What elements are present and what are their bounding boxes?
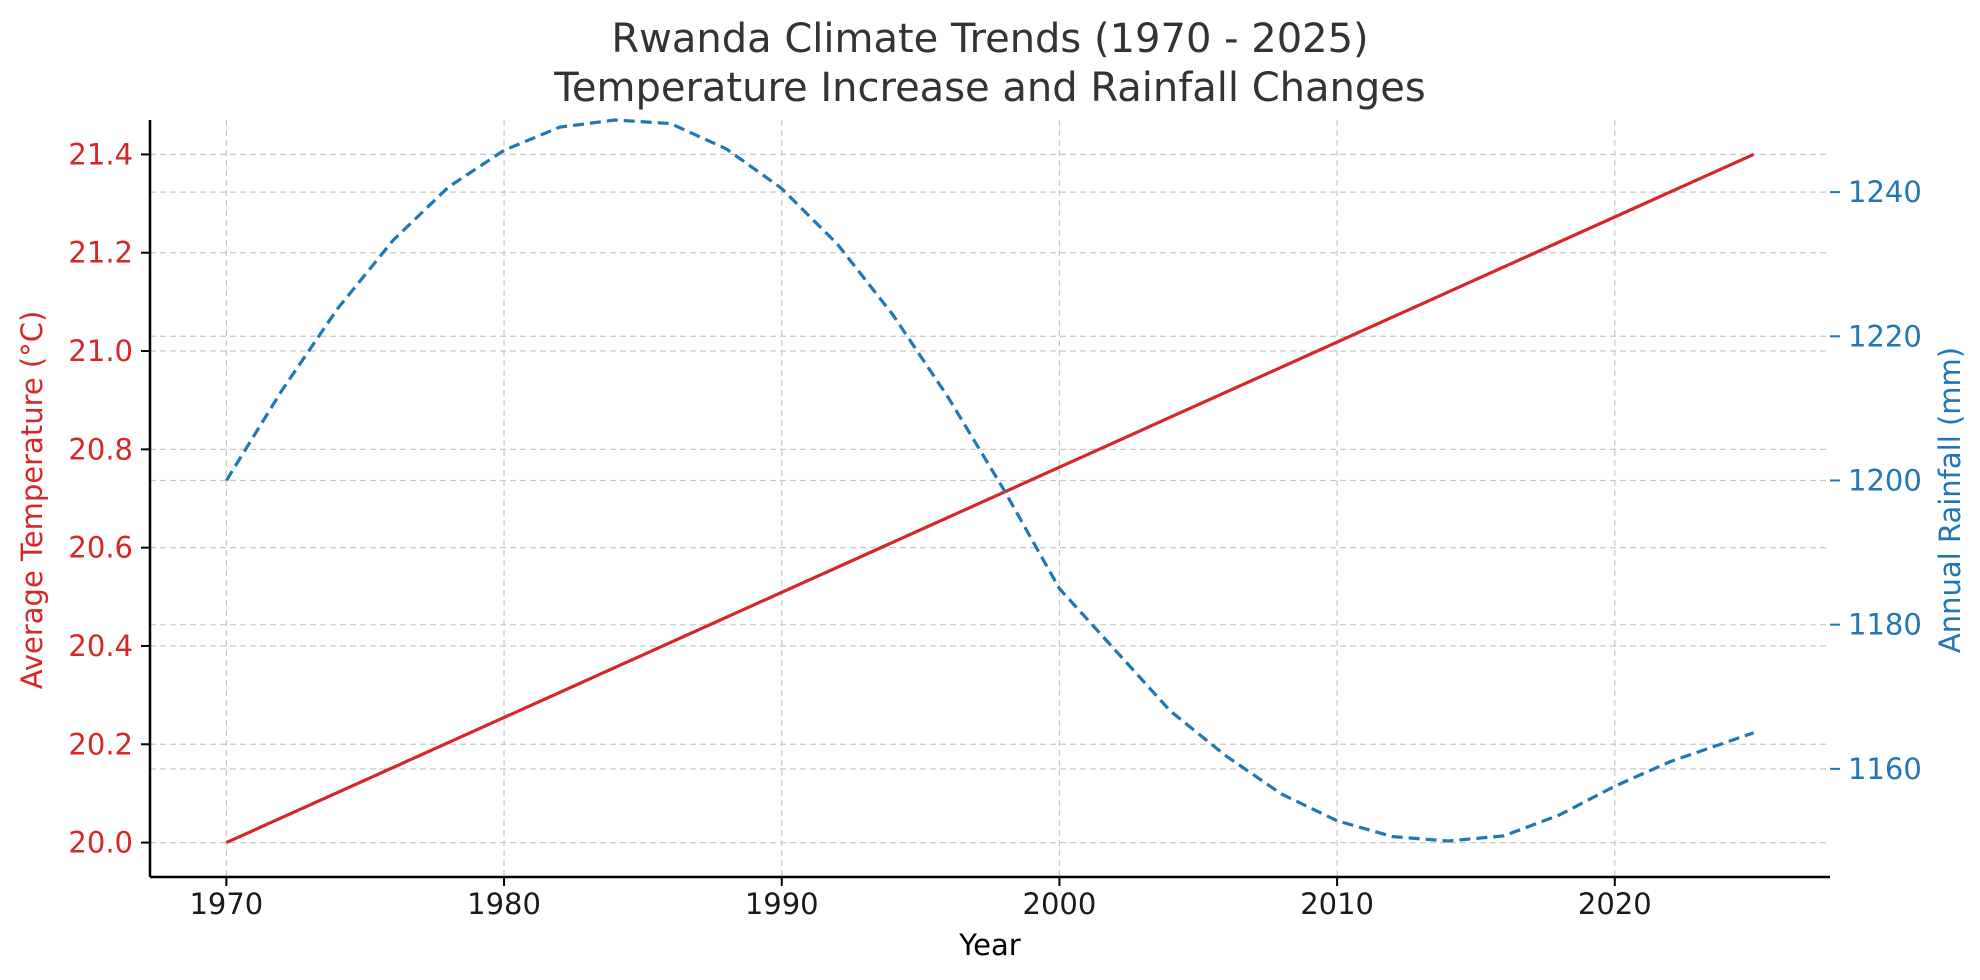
left-tick-label: 20.0 <box>68 826 133 860</box>
left-tick-label: 20.6 <box>68 531 133 565</box>
chart-subtitle: Temperature Increase and Rainfall Change… <box>553 65 1425 111</box>
right-tick-label: 1240 <box>1848 175 1922 209</box>
left-tick-label: 21.4 <box>68 137 133 171</box>
left-axis-label: Average Temperature (°C) <box>15 311 49 690</box>
chart-title: Rwanda Climate Trends (1970 - 2025) <box>611 16 1368 62</box>
x-tick-label: 2000 <box>1023 887 1097 921</box>
x-tick-label: 1980 <box>467 887 541 921</box>
right-tick-label: 1200 <box>1848 463 1922 497</box>
x-tick-label: 1970 <box>189 887 263 921</box>
left-axis-ticks: 20.0 20.2 20.4 20.6 20.8 21.0 21.2 21.4 <box>68 137 150 860</box>
right-tick-label: 1160 <box>1848 752 1922 786</box>
grid-lines <box>150 120 1830 877</box>
right-axis-label: Annual Rainfall (mm) <box>1933 347 1967 653</box>
left-tick-label: 20.8 <box>68 432 133 466</box>
left-tick-label: 21.2 <box>68 236 133 270</box>
x-axis-label: Year <box>958 928 1020 962</box>
x-tick-label: 1990 <box>745 887 819 921</box>
rainfall-line <box>225 118 1755 843</box>
right-axis-ticks: 1160 1180 1200 1220 1240 <box>1830 175 1922 786</box>
right-tick-label: 1180 <box>1848 608 1922 642</box>
right-tick-label: 1220 <box>1848 319 1922 353</box>
series-lines <box>225 118 1755 845</box>
x-tick-label: 2020 <box>1578 887 1652 921</box>
x-axis-ticks: 1970 1980 1990 2000 2010 2020 <box>189 877 1652 921</box>
left-tick-label: 20.2 <box>68 727 133 761</box>
left-tick-label: 21.0 <box>68 334 133 368</box>
left-tick-label: 20.4 <box>68 629 133 663</box>
x-tick-label: 2010 <box>1300 887 1374 921</box>
temperature-line <box>225 152 1755 845</box>
